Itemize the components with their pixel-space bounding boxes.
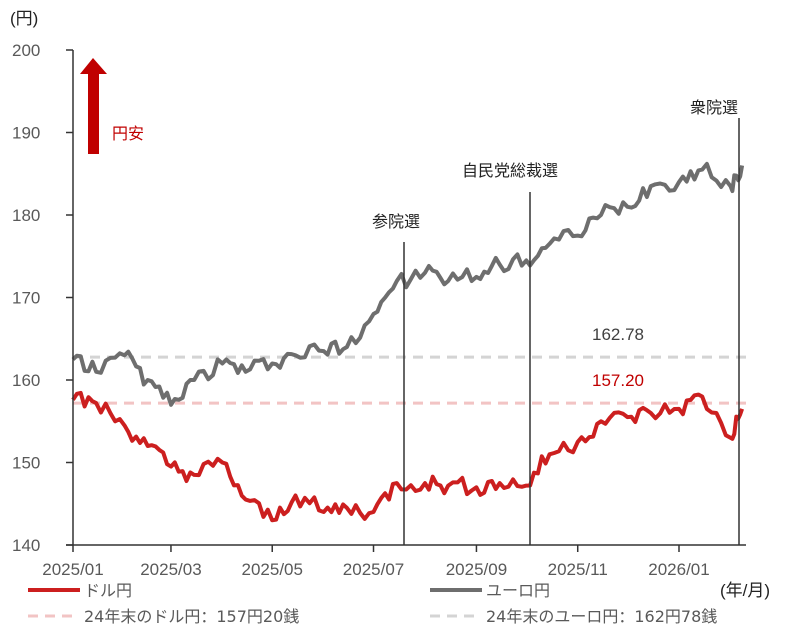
x-tick-label: 2025/01 xyxy=(42,560,103,579)
legend-item-eur-ref: 24年末のユーロ円：162円78銭 xyxy=(430,607,717,626)
annotation-lower-house: 衆院選 xyxy=(690,98,738,117)
yen-weak-label: 円安 xyxy=(112,124,144,143)
x-tick-label: 2025/07 xyxy=(343,560,404,579)
svg-text:24年末のドル円：157円20銭: 24年末のドル円：157円20銭 xyxy=(84,607,299,626)
yen-weak-arrow-icon xyxy=(80,58,107,154)
y-axis-unit: (円) xyxy=(10,9,38,28)
y-tick-label: 150 xyxy=(12,454,40,473)
euro-reference-value: 162.78 xyxy=(592,325,644,344)
x-tick-label: 2026/01 xyxy=(648,560,709,579)
y-tick-label: 140 xyxy=(12,536,40,555)
svg-text:ユーロ円: ユーロ円 xyxy=(486,581,550,600)
x-axis: 2025/01 2025/03 2025/05 2025/07 2025/09 2025/… xyxy=(42,545,710,579)
x-tick-label: 2025/05 xyxy=(242,560,303,579)
legend-item-usd-ref: 24年末のドル円：157円20銭 xyxy=(28,607,299,626)
y-tick-label: 180 xyxy=(12,206,40,225)
annotation-upper-house: 参院選 xyxy=(372,212,420,231)
x-tick-label: 2025/03 xyxy=(140,560,201,579)
legend-item-usd: ドル円 xyxy=(28,581,132,600)
y-tick-label: 160 xyxy=(12,371,40,390)
usd-yen-line xyxy=(71,390,744,523)
legend-item-eur: ユーロ円 xyxy=(430,581,550,600)
x-axis-unit: (年/月) xyxy=(720,581,770,600)
svg-text:ドル円: ドル円 xyxy=(84,581,132,600)
y-axis: 140 150 160 170 180 190 200 xyxy=(12,41,73,555)
svg-text:24年末のユーロ円：162円78銭: 24年末のユーロ円：162円78銭 xyxy=(486,607,717,626)
x-tick-label: 2025/09 xyxy=(446,560,507,579)
y-tick-label: 200 xyxy=(12,41,40,60)
euro-yen-line xyxy=(71,161,745,407)
y-tick-label: 170 xyxy=(12,289,40,308)
x-tick-label: 2025/11 xyxy=(548,560,608,579)
annotation-ldp-election: 自民党総裁選 xyxy=(462,161,558,180)
y-tick-label: 190 xyxy=(12,124,40,143)
legend: ドル円 24年末のドル円：157円20銭 ユーロ円 24年末のユーロ円：162円… xyxy=(28,581,717,626)
usd-reference-value: 157.20 xyxy=(592,371,644,390)
